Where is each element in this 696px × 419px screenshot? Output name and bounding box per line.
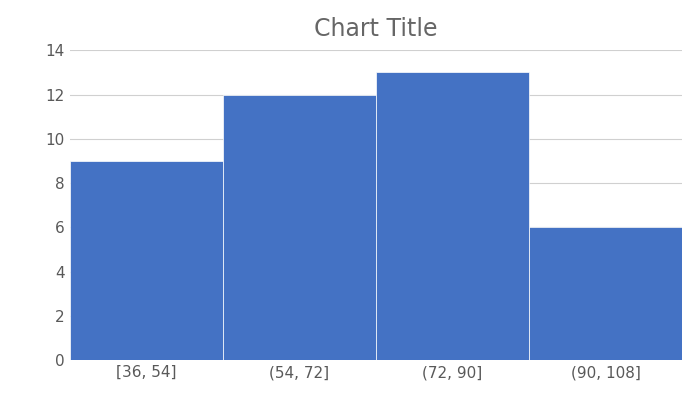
Bar xyxy=(223,95,376,360)
Bar xyxy=(376,72,529,360)
Bar xyxy=(70,161,223,360)
Bar xyxy=(529,228,682,360)
Title: Chart Title: Chart Title xyxy=(314,18,438,41)
